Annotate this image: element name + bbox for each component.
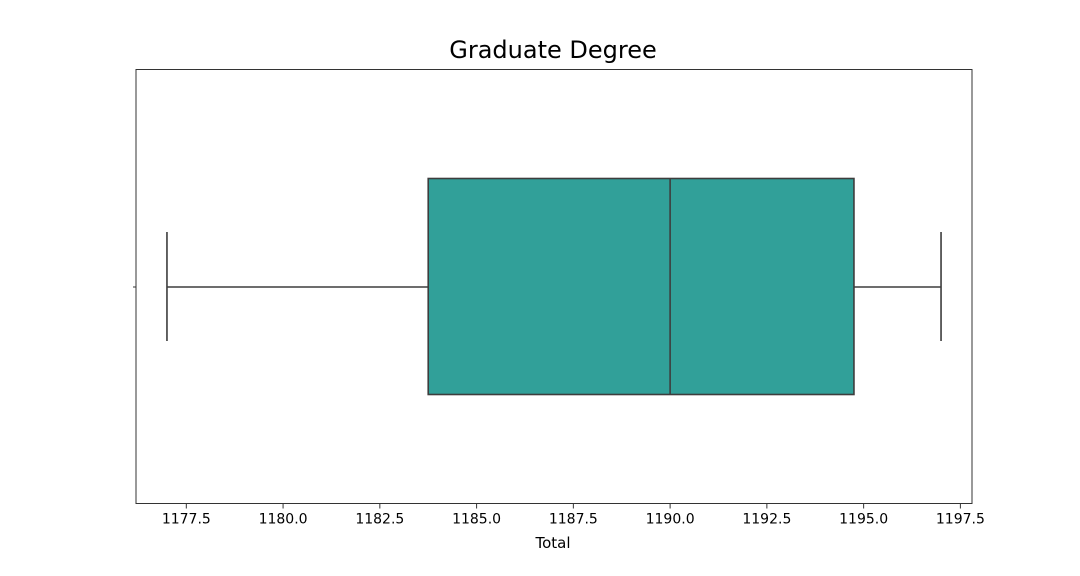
x-axis-label: Total: [534, 534, 570, 552]
x-tick-label: 1182.5: [355, 512, 404, 528]
x-tick-label: 1177.5: [162, 512, 211, 528]
x-tick-label: 1195.0: [839, 512, 888, 528]
x-tick-label: 1190.0: [646, 512, 695, 528]
x-axis: 1177.5 1180.0 1182.5 1185.0 1187.5 1190.0 1192…: [133, 286, 985, 528]
x-tick-label: 1192.5: [742, 512, 791, 528]
iqr-box: [427, 177, 855, 396]
x-tick-label: 1197.5: [936, 512, 985, 528]
x-tick-label: 1187.5: [549, 512, 598, 528]
x-tick-label: 1185.0: [452, 512, 501, 528]
x-tick-label: 1180.0: [259, 512, 308, 528]
chart-title: Graduate Degree: [449, 36, 656, 64]
box-plot-marks: [166, 177, 942, 396]
